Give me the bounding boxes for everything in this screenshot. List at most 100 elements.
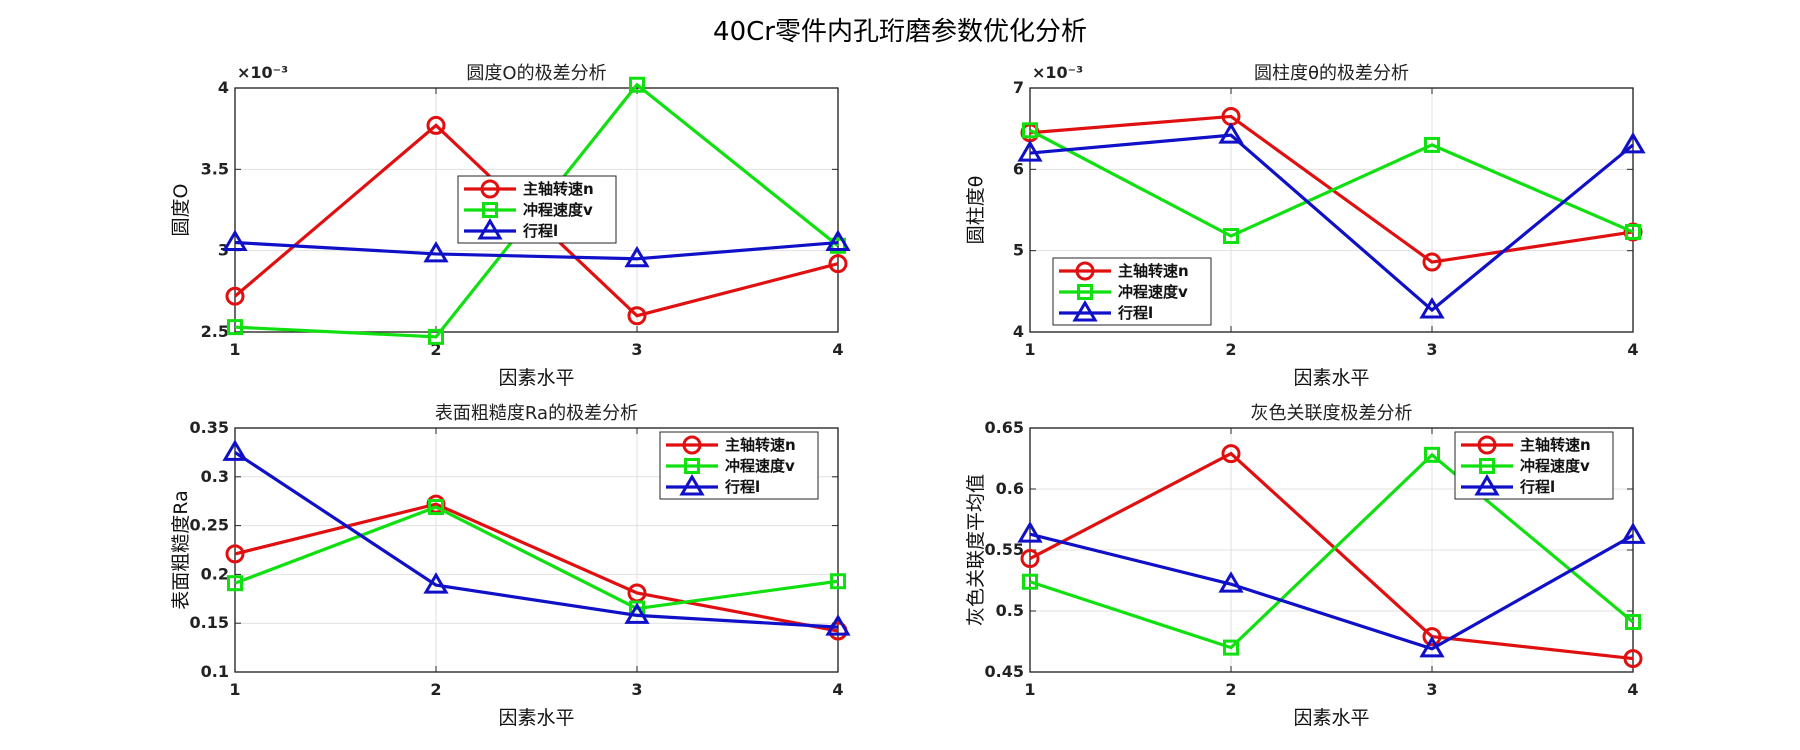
data-point-marker xyxy=(629,76,645,93)
x-tick-label: 3 xyxy=(631,680,642,699)
legend-marker xyxy=(482,202,498,218)
legend-label: 主轴转速n xyxy=(725,436,796,454)
series-line xyxy=(234,240,839,261)
subplot-title: 圆度O的极差分析 xyxy=(466,63,606,84)
series-line xyxy=(234,502,839,633)
data-point-marker xyxy=(1422,627,1442,647)
subplot-title: 表面粗糙度Ra的极差分析 xyxy=(435,403,638,424)
y-axis-label: 圆度O xyxy=(170,184,192,237)
x-tick-label: 2 xyxy=(430,680,441,699)
data-point-marker xyxy=(1625,223,1641,240)
data-point-marker xyxy=(225,286,245,306)
legend: 主轴转速n 冲程速度v 行程l xyxy=(1052,257,1212,326)
data-point-marker xyxy=(830,573,846,590)
y-tick-label: 0.45 xyxy=(985,662,1024,681)
legend-marker xyxy=(1477,435,1497,455)
y-axis-label: 圆柱度θ xyxy=(965,176,987,245)
x-axis-label: 因素水平 xyxy=(1293,367,1369,389)
y-exponent-label: ×10⁻³ xyxy=(237,63,288,82)
y-exponent-label: ×10⁻³ xyxy=(1032,63,1083,82)
y-tick-label: 0.2 xyxy=(201,564,229,583)
x-tick-label: 3 xyxy=(631,340,642,359)
legend-marker xyxy=(1075,261,1095,281)
subplot-title: 圆柱度θ的极差分析 xyxy=(1254,63,1409,84)
data-point-marker xyxy=(1422,252,1442,272)
legend: 主轴转速n 冲程速度v 行程l xyxy=(659,431,819,500)
series-line xyxy=(234,451,839,629)
subplot-3: 0.1 0.15 0.2 0.25 0.3 0.35 1 2 3 4 表面粗糙度Ra的极差分析因素水… xyxy=(170,403,851,729)
data-point-marker xyxy=(1625,613,1641,630)
legend-marker xyxy=(480,179,500,199)
y-tick-label: 2.5 xyxy=(201,322,229,341)
data-point-marker xyxy=(1017,521,1043,543)
x-tick-label: 4 xyxy=(832,680,843,699)
series-group xyxy=(1017,106,1646,319)
x-axis-label: 因素水平 xyxy=(498,707,574,729)
legend-label: 主轴转速n xyxy=(1118,262,1189,280)
legend-marker xyxy=(679,474,705,496)
data-point-marker xyxy=(227,575,243,592)
legend-marker xyxy=(1474,474,1500,496)
x-tick-label: 1 xyxy=(1024,680,1035,699)
y-tick-label: 0.65 xyxy=(985,418,1024,437)
data-point-marker xyxy=(624,245,650,268)
legend-label: 行程l xyxy=(522,222,558,240)
ticks: 0.45 0.5 0.55 0.6 0.65 1 2 3 4 xyxy=(985,418,1639,699)
series-3 xyxy=(1017,521,1646,658)
y-axis-label: 表面粗糙度Ra xyxy=(170,490,192,609)
data-point-marker xyxy=(1221,444,1241,464)
x-tick-label: 4 xyxy=(832,340,843,359)
legend: 主轴转速n 冲程速度v 行程l xyxy=(1454,431,1614,500)
subplot-1: 2.533.541 2 3 4圆度O的极差分析因素水平圆度O×10⁻³主轴转速n冲程速… xyxy=(170,63,851,389)
figure-title: 40Cr零件内孔珩磨参数优化分析 xyxy=(713,17,1087,47)
data-point-marker xyxy=(1620,522,1646,544)
y-tick-label: 0.25 xyxy=(190,516,229,535)
series-2 xyxy=(1022,446,1641,656)
data-point-marker xyxy=(1419,297,1445,319)
x-tick-label: 4 xyxy=(1627,340,1638,359)
legend-label: 冲程速度v xyxy=(1118,283,1188,301)
series-line xyxy=(1029,532,1634,651)
x-tick-label: 1 xyxy=(1024,340,1035,359)
x-axis-label: 因素水平 xyxy=(498,367,574,389)
data-point-marker xyxy=(423,572,449,594)
series-group xyxy=(1017,444,1646,669)
series-3 xyxy=(1017,122,1646,319)
data-point-marker xyxy=(1620,131,1646,154)
axes-frame xyxy=(234,427,839,673)
x-tick-label: 2 xyxy=(430,340,441,359)
y-tick-label: 0.15 xyxy=(190,613,229,632)
data-point-marker xyxy=(222,229,248,252)
data-point-marker xyxy=(428,499,444,516)
x-tick-label: 3 xyxy=(1426,680,1437,699)
data-point-marker xyxy=(1623,649,1643,669)
legend-marker xyxy=(477,218,503,240)
x-axis-label: 因素水平 xyxy=(1293,707,1369,729)
legend-marker xyxy=(684,458,700,474)
y-tick-label: 5 xyxy=(1013,241,1024,260)
series-line xyxy=(1029,128,1634,238)
data-point-marker xyxy=(1218,571,1244,593)
data-point-marker xyxy=(1223,228,1239,245)
series-3 xyxy=(222,439,851,636)
grid-lines xyxy=(1030,88,1633,332)
data-point-marker xyxy=(426,115,446,135)
data-point-marker xyxy=(222,439,248,461)
series-group xyxy=(222,439,851,641)
y-tick-label: 0.6 xyxy=(996,479,1024,498)
series-line xyxy=(234,505,839,611)
data-point-marker xyxy=(1218,122,1244,144)
y-tick-label: 0.35 xyxy=(190,418,229,437)
data-point-marker xyxy=(1424,136,1440,153)
legend-marker xyxy=(1072,300,1098,322)
data-point-marker xyxy=(227,319,243,336)
series-line xyxy=(1029,452,1635,650)
ticks: 0.1 0.15 0.2 0.25 0.3 0.35 1 2 3 4 xyxy=(190,418,844,699)
legend-label: 冲程速度v xyxy=(1520,457,1590,475)
data-point-marker xyxy=(1424,446,1440,463)
data-point-marker xyxy=(624,602,650,624)
data-point-marker xyxy=(1223,639,1239,656)
series-3 xyxy=(222,229,851,268)
